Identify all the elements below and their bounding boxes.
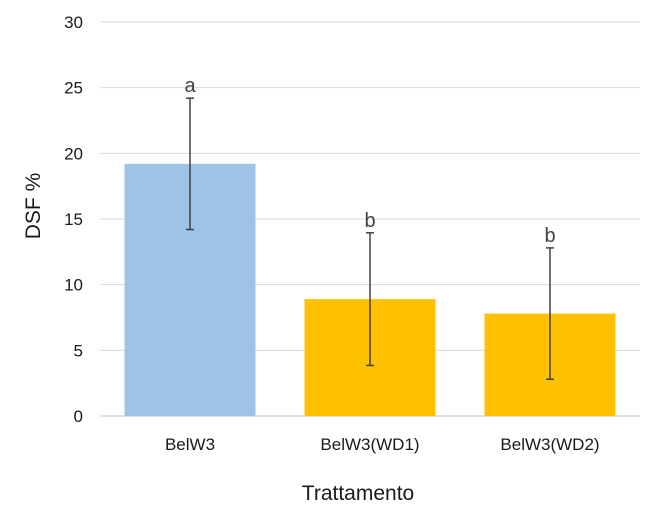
y-tick-label: 30 (64, 13, 83, 32)
x-axis-ticks: BelW3 BelW3(WD1) BelW3(WD2) (165, 435, 600, 454)
y-axis-ticks: 0 5 10 15 20 25 30 (64, 13, 83, 426)
significance-labels: a b b (184, 75, 555, 247)
significance-label: b (364, 210, 375, 232)
significance-label: b (544, 225, 555, 247)
y-tick-label: 25 (64, 79, 83, 98)
x-tick-label: BelW3(WD2) (500, 435, 599, 454)
error-bars (186, 97, 554, 380)
y-tick-label: 20 (64, 144, 83, 163)
y-tick-label: 5 (74, 341, 83, 360)
y-tick-label: 0 (74, 407, 83, 426)
x-tick-label: BelW3(WD1) (320, 435, 419, 454)
y-axis-title: DSF % (22, 173, 45, 240)
y-tick-label: 15 (64, 210, 83, 229)
y-tick-label: 10 (64, 276, 83, 295)
x-tick-label: BelW3 (165, 435, 215, 454)
significance-label: a (184, 75, 196, 97)
x-axis-title: Trattamento (302, 482, 414, 505)
